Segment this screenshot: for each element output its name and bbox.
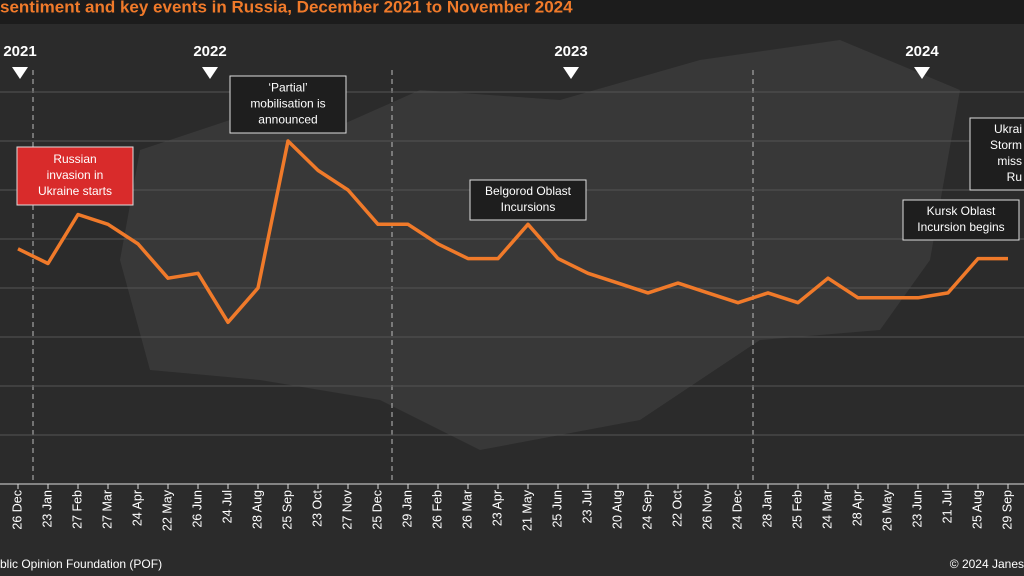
x-tick-label: 23 Oct [310, 489, 324, 526]
x-tick-label: 24 Jul [220, 490, 234, 523]
annotation-text: ‘Partial’ [268, 81, 307, 95]
annotation-text: Incursion begins [917, 220, 1004, 234]
annotation-box [16, 146, 134, 206]
x-tick-label: 26 Nov [700, 489, 714, 529]
x-tick-label: 25 Dec [370, 490, 384, 530]
annotation-text: Ukrai [994, 122, 1022, 136]
x-tick-label: 27 Mar [100, 490, 114, 529]
copyright: © 2024 Janes [950, 557, 1024, 571]
annotation-text: Incursions [501, 200, 556, 214]
x-tick-label: 22 Oct [670, 489, 684, 526]
x-tick-label: 23 Jul [580, 490, 594, 523]
x-tick-label: 21 Jul [940, 490, 954, 523]
source: blic Opinion Foundation (POF) [0, 557, 162, 571]
annotation-text: Storm [990, 138, 1022, 152]
annotation-text: Belgorod Oblast [485, 184, 572, 198]
annotation-text: mobilisation is [250, 97, 325, 111]
year-label: 2023 [554, 43, 587, 60]
x-tick-label: 20 Aug [610, 490, 624, 529]
x-tick-label: 29 Jan [400, 490, 414, 528]
x-tick-label: 27 Nov [340, 489, 354, 529]
annotation-text: Russian [53, 152, 96, 166]
annotation-text: Kursk Oblast [927, 204, 996, 218]
x-tick-label: 24 Mar [820, 490, 834, 529]
x-tick-label: 22 May [160, 489, 174, 531]
map-silhouette [120, 40, 960, 450]
year-label: 2021 [3, 43, 36, 60]
x-tick-label: 21 May [520, 489, 534, 531]
annotation-text: miss [997, 154, 1022, 168]
year-label: 2024 [905, 43, 939, 60]
x-tick-label: 23 Apr [490, 490, 504, 526]
annotation-text: announced [258, 113, 317, 127]
x-tick-label: 27 Feb [70, 490, 84, 529]
x-tick-label: 25 Jun [550, 490, 564, 528]
annotation-box [902, 199, 1020, 241]
x-tick-label: 28 Aug [250, 490, 264, 529]
annotation-text: Ru [1007, 170, 1022, 184]
x-tick-label: 28 Jan [760, 490, 774, 528]
year-label: 2022 [193, 43, 226, 60]
x-tick-label: 25 Aug [970, 490, 984, 529]
chart-title: sentiment and key events in Russia, Dece… [0, 0, 573, 16]
series-line [17, 139, 1008, 325]
x-tick-label: 24 Sep [640, 490, 654, 530]
year-marker [563, 67, 579, 79]
x-tick-label: 24 Apr [130, 490, 144, 526]
year-marker [202, 67, 218, 79]
x-tick-label: 29 Sep [1000, 490, 1014, 530]
annotation-text: Ukraine starts [38, 184, 112, 198]
year-marker [914, 67, 930, 79]
x-tick-label: 26 May [880, 489, 894, 531]
x-tick-label: 26 Mar [460, 490, 474, 529]
x-tick-label: 26 Jun [190, 490, 204, 528]
annotation-text: invasion in [47, 168, 104, 182]
year-marker [12, 67, 28, 79]
x-tick-label: 23 Jan [40, 490, 54, 528]
x-tick-label: 25 Sep [280, 490, 294, 530]
annotation-box [229, 75, 347, 134]
title-bar [0, 0, 1024, 24]
annotation-box [969, 117, 1024, 191]
x-tick-label: 26 Feb [430, 490, 444, 529]
x-tick-label: 23 Jun [910, 490, 924, 528]
annotation-box [469, 179, 587, 221]
x-tick-label: 25 Feb [790, 490, 804, 529]
x-tick-label: 26 Dec [10, 490, 24, 530]
x-tick-label: 24 Dec [730, 490, 744, 530]
x-tick-label: 28 Apr [850, 490, 864, 526]
